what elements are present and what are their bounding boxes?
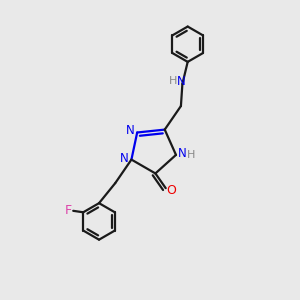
Text: H: H (169, 76, 177, 86)
Text: N: N (177, 74, 186, 88)
Text: O: O (166, 184, 176, 197)
Text: N: N (178, 147, 187, 160)
Text: F: F (64, 204, 71, 217)
Text: H: H (187, 151, 195, 160)
Text: N: N (126, 124, 135, 136)
Text: N: N (120, 152, 128, 165)
